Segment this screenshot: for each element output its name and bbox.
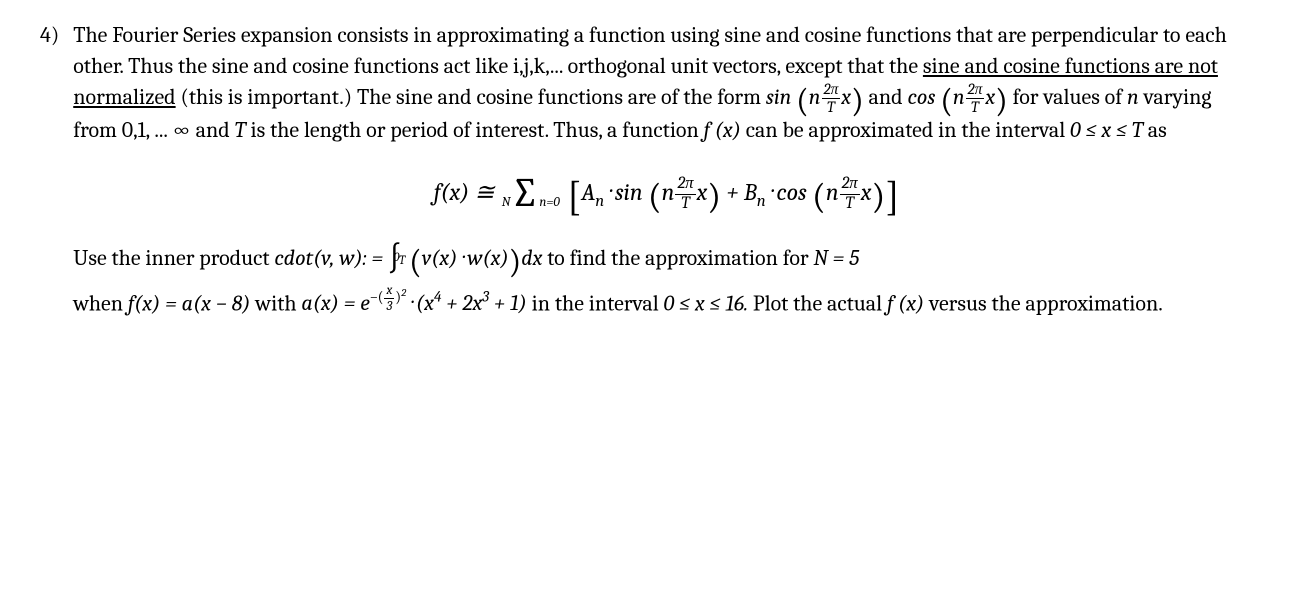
- w-of-x: w(x): [467, 245, 508, 271]
- dot: ·: [406, 290, 416, 316]
- numerator: 2π: [822, 82, 841, 99]
- var-T: T: [235, 117, 246, 143]
- frac: 2πT: [966, 82, 985, 116]
- var-n: n: [1127, 84, 1139, 110]
- x: x: [841, 84, 851, 110]
- text: (this is important.) The sine and cosine…: [176, 84, 766, 110]
- v-of-x: v(x): [422, 245, 458, 271]
- dot: ·: [604, 178, 615, 206]
- text: can be approximated in the interval: [741, 117, 1070, 143]
- x: x: [985, 84, 995, 110]
- text: versus the approximation.: [924, 290, 1163, 316]
- denominator: T: [966, 99, 985, 115]
- rparen: ): [995, 82, 1008, 120]
- lparen: (: [940, 82, 953, 120]
- problem-block: 4) The Fourier Series expansion consists…: [40, 20, 1260, 329]
- text: Use the inner product: [73, 245, 274, 271]
- cdot-fn: cdot: [274, 245, 313, 271]
- sub-n: n: [595, 192, 604, 211]
- text: Plot the actual: [748, 290, 887, 316]
- n: n: [953, 84, 965, 110]
- lparen: (: [409, 243, 422, 281]
- sigma-symbol: ∑: [510, 170, 539, 217]
- rparen: ): [509, 243, 522, 281]
- lbracket: [: [567, 174, 581, 221]
- exponent: −(x3)2: [370, 288, 406, 306]
- text: as: [1143, 117, 1167, 143]
- text: is the length or period of interest. Thu…: [246, 117, 704, 143]
- fx-2: f (x): [887, 290, 924, 316]
- minus: −: [370, 288, 378, 306]
- denominator: T: [840, 195, 860, 213]
- problem-number: 4): [40, 20, 59, 51]
- denominator: 3: [384, 299, 394, 313]
- frac: 2πT: [822, 82, 841, 116]
- plus: +: [721, 178, 744, 206]
- cos: cos: [907, 84, 935, 110]
- lparen: (: [796, 82, 809, 120]
- frac: 2πT: [675, 176, 695, 213]
- N-eq-5: N = 5: [813, 245, 859, 271]
- math-sin-term: sin (n2πTx): [766, 84, 864, 110]
- numerator: 2π: [840, 176, 860, 195]
- interval-2: 0 ≤ x ≤ 16.: [664, 290, 749, 316]
- a-of-x-eq-e: a(x) = e: [301, 290, 369, 316]
- lparen: (: [378, 288, 384, 306]
- text: and: [864, 84, 908, 110]
- sin: sin: [615, 178, 643, 206]
- ax-def: a(x) = e−(x3)2 · (x4 + 2x3 + 1): [301, 290, 526, 316]
- paragraph-1: The Fourier Series expansion consists in…: [73, 20, 1260, 146]
- math-cos-term: cos (n2πTx): [907, 84, 1007, 110]
- poly-end: + 1): [489, 290, 527, 316]
- numerator: 2π: [675, 176, 695, 195]
- lparen: (: [648, 176, 662, 217]
- rparen: ): [851, 82, 864, 120]
- dot: ·: [766, 178, 777, 206]
- poly-start: (x: [416, 290, 434, 316]
- integral: T∫0: [388, 258, 409, 261]
- fx: f (x): [704, 117, 741, 143]
- sin: sin: [766, 84, 791, 110]
- n: n: [662, 178, 675, 206]
- fx-def: f(x) = a(x − 8): [128, 290, 251, 316]
- problem-content: The Fourier Series expansion consists in…: [73, 20, 1260, 329]
- args: (v, w): =: [313, 245, 388, 271]
- paragraph-3: when f(x) = a(x − 8) with a(x) = e−(x3)2…: [73, 284, 1260, 319]
- cos: cos: [776, 178, 806, 206]
- lparen: (: [812, 176, 826, 217]
- A: A: [581, 178, 595, 206]
- denominator: T: [675, 195, 695, 213]
- B: B: [744, 178, 757, 206]
- text: for values of: [1008, 84, 1127, 110]
- fx-lhs: f(x) ≅: [434, 178, 500, 206]
- numerator: x: [384, 284, 394, 299]
- rparen: ): [707, 176, 721, 217]
- text: to find the approximation for: [542, 245, 813, 271]
- sigma: N∑n=0: [502, 174, 560, 215]
- frac: x3: [384, 284, 394, 313]
- sub-n: n: [757, 192, 766, 211]
- sigma-lower: n=0: [539, 195, 559, 210]
- paragraph-2: Use the inner product cdot(v, w): = T∫0(…: [73, 243, 1260, 274]
- interval: 0 ≤ x ≤ T: [1070, 117, 1143, 143]
- rparen: ): [871, 176, 885, 217]
- n: n: [809, 84, 821, 110]
- int-upper: T: [399, 255, 405, 267]
- inner-product: cdot(v, w): = T∫0(v(x) · w(x))dx: [274, 245, 542, 271]
- text: in the interval: [527, 290, 664, 316]
- poly-mid: + 2x: [441, 290, 482, 316]
- x: x: [697, 178, 708, 206]
- frac: 2πT: [840, 176, 860, 213]
- denominator: T: [822, 99, 841, 115]
- numerator: 2π: [966, 82, 985, 99]
- text: when: [73, 290, 128, 316]
- text: with: [250, 290, 301, 316]
- dot: ·: [457, 245, 467, 271]
- n: n: [826, 178, 839, 206]
- x: x: [861, 178, 872, 206]
- dx: dx: [521, 245, 542, 271]
- display-equation: f(x) ≅ N∑n=0 [An · sin (n2πTx) + Bn · co…: [73, 174, 1260, 215]
- int-lower: 0: [394, 252, 400, 264]
- rbracket: ]: [885, 174, 899, 221]
